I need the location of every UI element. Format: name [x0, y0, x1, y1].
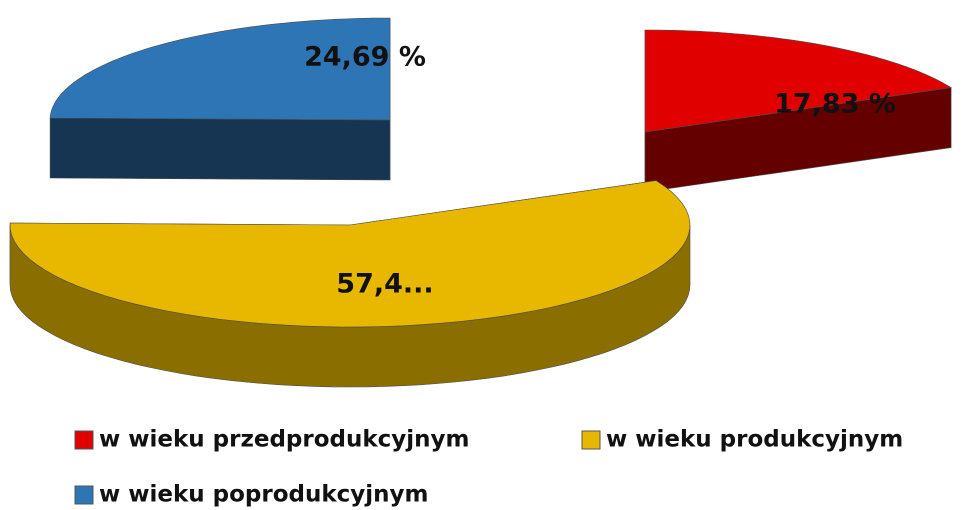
slice-top — [49, 17, 391, 121]
legend-swatch — [581, 430, 601, 450]
legend-label: w wieku przedprodukcyjnym — [99, 427, 470, 453]
legend-swatch — [74, 430, 94, 450]
legend-swatch — [74, 485, 94, 505]
legend-label: w wieku poprodukcyjnym — [99, 482, 429, 508]
value-label: 17,83 % — [774, 89, 896, 120]
value-label: 57,4... — [336, 269, 433, 300]
slice-top — [644, 29, 952, 133]
value-label: 24,69 % — [304, 42, 426, 73]
legend-label: w wieku produkcyjnym — [606, 427, 903, 453]
slice-top — [9, 180, 691, 328]
slice-side — [49, 117, 391, 181]
